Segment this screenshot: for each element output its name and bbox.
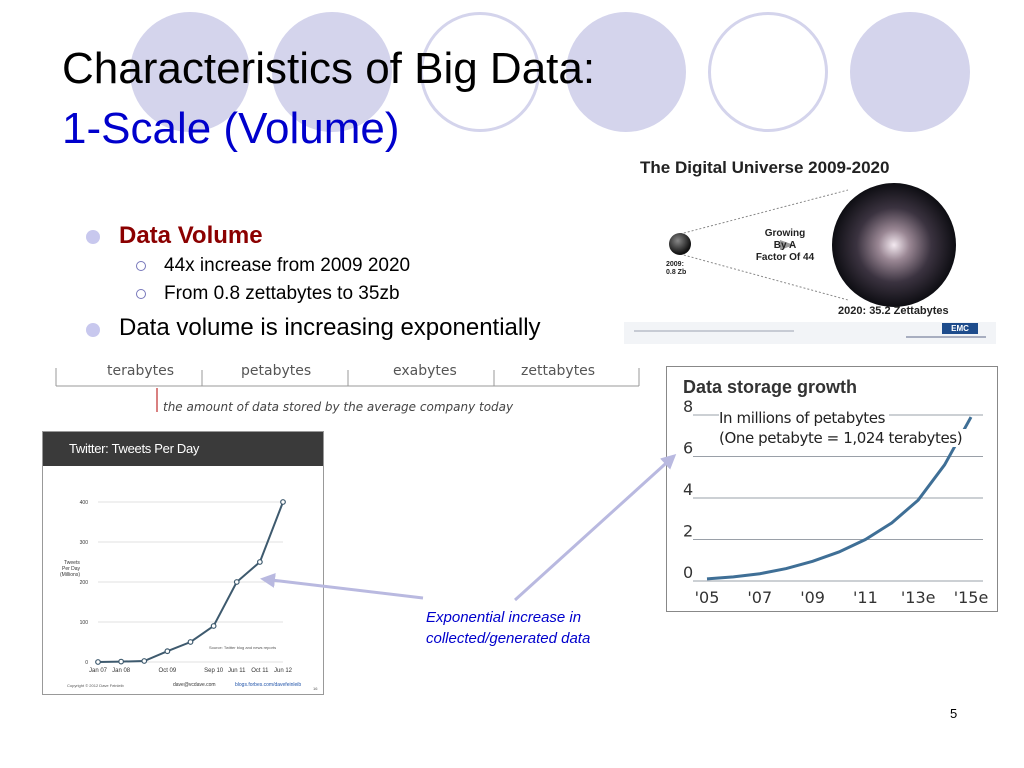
bullet-dot-icon	[86, 323, 100, 337]
twitter-source: Source: Twitter blog and news reports	[209, 645, 277, 650]
arrow-to-storage-icon	[513, 453, 677, 602]
twitter-data-point	[256, 559, 263, 565]
twitter-ylabel-3: (Millions)	[60, 572, 80, 578]
page-number: 5	[950, 706, 958, 721]
storage-xtick-label: '07	[747, 588, 772, 607]
twitter-ylabel-2: Per Day	[62, 566, 81, 572]
sub-bullet-44x: 44x increase from 2009 2020	[164, 255, 411, 276]
end-size-label: 2020: 35.2 Zettabytes	[838, 305, 949, 317]
slide-subtitle: 1-Scale (Volume)	[62, 104, 400, 153]
sub-bullet-ring-icon	[136, 289, 146, 299]
sub-bullet-ring-icon	[136, 261, 146, 271]
storage-ytick-label: 6	[683, 439, 693, 458]
storage-ytick-label: 8	[683, 397, 693, 416]
scale-label-exabytes: exabytes	[393, 363, 457, 379]
twitter-ytick-label: 400	[80, 500, 89, 506]
caption-line-1: Exponential increase in	[426, 609, 582, 626]
twitter-xtick-label: Oct 11	[251, 668, 269, 674]
digital-universe-title: The Digital Universe 2009-2020	[640, 158, 890, 177]
data-scale-bar: terabytes petabytes exabytes zettabytes …	[55, 360, 640, 420]
scale-note: the amount of data stored by the average…	[163, 400, 514, 414]
decor-circle-5	[708, 12, 828, 132]
digital-universe-graphic: The Digital Universe 2009-2020 Growing B…	[624, 150, 996, 345]
growth-label-3: Factor Of 44	[755, 252, 815, 263]
small-sphere-icon	[669, 233, 691, 255]
twitter-chart-header: Twitter: Tweets Per Day	[43, 432, 323, 466]
twitter-xtick-label: Jun 11	[228, 668, 246, 674]
twitter-ytick-label: 300	[80, 540, 89, 546]
twitter-ytick-label: 100	[80, 620, 89, 626]
scale-label-terabytes: terabytes	[107, 363, 175, 379]
storage-subtitle-1: In millions of petabytes	[719, 409, 890, 427]
twitter-email: dave@vcdave.com	[173, 682, 216, 688]
twitter-data-point	[141, 658, 148, 664]
bullet-exponential: Data volume is increasing exponentially	[119, 314, 541, 341]
twitter-data-point	[210, 623, 217, 629]
twitter-xtick-label: Sep 10	[204, 668, 224, 674]
twitter-ytick-label: 0	[85, 660, 88, 666]
twitter-copyright: Copyright © 2012 Dave Feinleib	[67, 683, 124, 688]
decor-circle-1	[130, 12, 250, 132]
twitter-xtick-label: Jan 08	[112, 668, 131, 674]
twitter-data-point	[233, 579, 240, 585]
emc-logo: EMC	[942, 323, 978, 334]
twitter-xtick-label: Oct 09	[159, 668, 177, 674]
galaxy-icon	[832, 183, 956, 307]
twitter-ytick-label: 200	[80, 580, 89, 586]
twitter-chart-title: Twitter: Tweets Per Day	[69, 441, 200, 456]
twitter-data-point	[164, 648, 171, 655]
storage-xtick-label: '15e	[954, 588, 989, 607]
storage-ytick-label: 2	[683, 522, 693, 541]
storage-xtick-label: '05	[695, 588, 720, 607]
decor-circle-2	[272, 12, 392, 132]
twitter-slide-number: 16	[313, 686, 318, 691]
storage-xtick-label: '09	[800, 588, 825, 607]
storage-chart-plot: 0 2 4 6 8 '05 '07 '09 '11 '13e '15e	[683, 397, 989, 607]
storage-ytick-label: 4	[683, 480, 693, 499]
twitter-ylabel-1: Tweets	[64, 560, 80, 566]
storage-subtitle-2: (One petabyte = 1,024 terabytes)	[719, 429, 967, 447]
twitter-site-link[interactable]: blogs.forbes.com/davefeinleib	[235, 682, 302, 688]
start-year-label: 2009:	[666, 261, 684, 268]
storage-series-line	[706, 416, 973, 581]
scale-label-petabytes: petabytes	[241, 363, 312, 379]
decor-circle-6	[850, 12, 970, 132]
storage-ytick-label: 0	[683, 563, 693, 582]
twitter-chart: Twitter: Tweets Per Day 0 100 200 300 400 Jan…	[42, 431, 324, 695]
scale-label-zettabytes: zettabytes	[521, 363, 596, 379]
growth-label-1: Growing	[764, 228, 806, 239]
digital-universe-art	[669, 183, 956, 307]
storage-xtick-label: '11	[853, 588, 878, 607]
storage-xtick-label: '13e	[901, 588, 936, 607]
start-size-label: 0.8 Zb	[666, 269, 687, 276]
twitter-data-point	[187, 639, 194, 645]
decor-circle-4	[566, 12, 686, 132]
digital-universe-footer: EMC	[624, 322, 996, 344]
decor-circle-3	[420, 12, 540, 132]
storage-chart-title: Data storage growth	[683, 377, 858, 397]
growth-label-2: By A	[773, 240, 797, 251]
bullet-data-volume: Data Volume	[119, 222, 263, 249]
bullet-dot-icon	[86, 230, 100, 244]
storage-chart: Data storage growth 0 2 4 6 8 '05 '07 '09 '11 '13…	[666, 366, 998, 612]
caption-line-2: collected/generated data	[426, 630, 591, 647]
twitter-data-point	[95, 659, 101, 665]
twitter-xtick-label: Jun 12	[274, 668, 293, 674]
twitter-chart-plot: 0 100 200 300 400 Jan 07 Jan 08 Oct 09 Sep 10 Jun…	[80, 499, 293, 674]
twitter-data-point	[280, 499, 286, 505]
twitter-xtick-label: Jan 07	[89, 668, 108, 674]
caption: Exponential increase in collected/genera…	[426, 607, 590, 649]
slide-title: Characteristics of Big Data:	[62, 44, 596, 93]
twitter-data-point	[118, 658, 125, 665]
sub-bullet-zettabytes: From 0.8 zettabytes to 35zb	[164, 283, 400, 304]
